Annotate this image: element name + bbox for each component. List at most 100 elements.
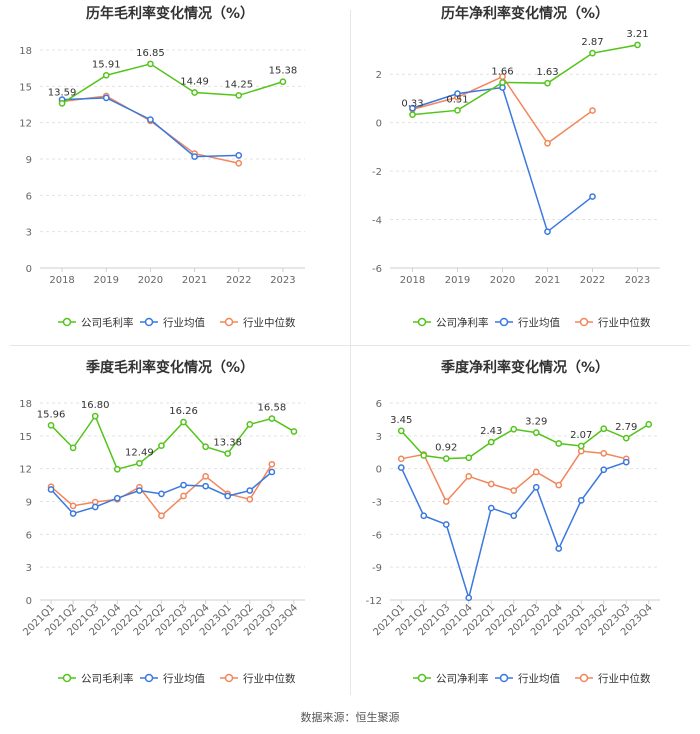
data-point-avg xyxy=(465,594,473,602)
legend-item-median[interactable]: 行业中位数 xyxy=(575,316,651,329)
y-tick-label: -9 xyxy=(372,563,382,574)
data-point-company xyxy=(102,71,110,79)
data-point-avg xyxy=(532,483,540,491)
data-point-median xyxy=(487,480,495,488)
legend-label: 行业中位数 xyxy=(598,316,651,329)
data-point-company xyxy=(47,421,55,429)
data-point-median xyxy=(69,502,77,510)
data-point-company xyxy=(91,412,99,420)
y-tick-label: 15 xyxy=(19,432,32,443)
data-point-company xyxy=(246,420,254,428)
data-point-median xyxy=(268,460,276,468)
data-point-company xyxy=(442,455,450,462)
legend-item-median[interactable]: 行业中位数 xyxy=(220,672,296,685)
data-label: 14.25 xyxy=(224,79,253,90)
chart-title: 季度净利率变化情况（%） xyxy=(440,359,609,376)
chart-title: 历年毛利率变化情况（%） xyxy=(86,5,254,22)
data-label: 2.79 xyxy=(615,422,637,433)
legend-swatch-marker xyxy=(579,673,589,683)
legend-label: 行业均值 xyxy=(518,672,560,685)
y-tick-label: 0 xyxy=(26,264,32,275)
legend-item-median[interactable]: 行业中位数 xyxy=(575,672,651,685)
vertical-divider xyxy=(350,10,351,695)
chart-panel-1: 历年毛利率变化情况（%） 0 3 6 9 12 15 18 2018 2019 2020 2021 20… xyxy=(19,5,305,329)
data-point-company xyxy=(634,41,641,49)
data-point-avg xyxy=(544,228,551,236)
data-point-avg xyxy=(397,464,405,471)
legend-item-company[interactable]: 公司净利率 xyxy=(413,672,489,685)
data-source-note: 数据来源：恒生聚源 xyxy=(300,711,400,724)
legend-item-avg[interactable]: 行业均值 xyxy=(495,316,560,329)
data-label: 3.21 xyxy=(626,29,648,40)
data-point-company xyxy=(622,434,630,442)
data-point-company xyxy=(397,427,405,435)
y-tick-label: -6 xyxy=(372,264,382,275)
legend-swatch-marker xyxy=(224,317,234,327)
data-point-median xyxy=(510,487,518,494)
legend-item-avg[interactable]: 行业均值 xyxy=(140,316,205,329)
data-point-avg xyxy=(180,481,187,489)
data-label: 3.45 xyxy=(390,415,412,426)
horizontal-divider xyxy=(10,345,690,346)
legend-label: 公司毛利率 xyxy=(81,316,134,329)
data-point-company xyxy=(191,89,198,96)
legend-label: 行业均值 xyxy=(163,316,205,329)
legend-label: 公司净利率 xyxy=(436,672,489,685)
data-point-company xyxy=(487,438,495,446)
y-tick-label: 18 xyxy=(19,399,32,410)
series-line-avg xyxy=(412,86,593,233)
legend-item-avg[interactable]: 行业均值 xyxy=(140,672,205,685)
data-label: 12.49 xyxy=(125,447,154,458)
series-line-median xyxy=(401,450,627,503)
data-label: 0.33 xyxy=(401,99,423,110)
data-point-avg xyxy=(510,512,518,520)
legend-item-company[interactable]: 公司毛利率 xyxy=(58,316,134,329)
data-point-median xyxy=(235,159,243,167)
x-tick-label: 2018 xyxy=(49,275,74,286)
data-point-median xyxy=(158,512,165,520)
data-point-company xyxy=(58,100,66,107)
series-line-company xyxy=(412,44,638,116)
y-tick-label: -12 xyxy=(366,596,382,607)
legend-swatch-marker xyxy=(499,673,509,683)
data-point-company xyxy=(420,452,428,459)
data-point-avg xyxy=(102,94,110,102)
data-label: 13.38 xyxy=(213,438,242,449)
x-tick-label: 2018 xyxy=(400,275,425,286)
legend-item-company[interactable]: 公司毛利率 xyxy=(58,672,134,685)
data-point-median xyxy=(465,472,473,480)
series-line-median xyxy=(61,95,239,164)
data-point-company xyxy=(589,49,596,57)
x-tick-label: 2023 xyxy=(270,275,295,286)
data-point-avg xyxy=(158,490,165,498)
legend-item-avg[interactable]: 行业均值 xyxy=(495,672,560,685)
data-point-company xyxy=(158,442,165,450)
x-tick-label: 2022 xyxy=(580,275,605,286)
data-point-company xyxy=(279,78,287,86)
data-point-avg xyxy=(268,468,276,476)
y-tick-label: 9 xyxy=(26,498,32,509)
data-point-avg xyxy=(589,193,596,200)
y-tick-label: 3 xyxy=(26,563,32,574)
data-label: 16.26 xyxy=(169,406,198,417)
data-point-company xyxy=(268,415,276,422)
data-point-avg xyxy=(454,90,461,97)
x-tick-label: 2021 xyxy=(182,275,207,286)
data-point-company xyxy=(454,106,461,114)
legend-item-median[interactable]: 行业中位数 xyxy=(220,316,296,329)
chart-panel-4: 季度净利率变化情况（%）-12-9-6-30362021Q12021Q22021… xyxy=(366,359,660,685)
series-line-company xyxy=(50,414,295,471)
legend-swatch-marker xyxy=(224,673,234,683)
data-point-median xyxy=(589,107,596,114)
data-point-median xyxy=(532,468,540,476)
data-label: 16.85 xyxy=(136,48,165,59)
legend-item-company[interactable]: 公司净利率 xyxy=(413,316,489,329)
data-point-avg xyxy=(622,458,630,466)
series-line-avg xyxy=(400,461,627,601)
chart-title: 历年净利率变化情况（%） xyxy=(441,5,609,22)
series-line-company xyxy=(400,423,650,460)
legend-label: 行业中位数 xyxy=(243,316,296,329)
data-point-median xyxy=(555,481,563,489)
legend-label: 行业均值 xyxy=(518,316,560,329)
